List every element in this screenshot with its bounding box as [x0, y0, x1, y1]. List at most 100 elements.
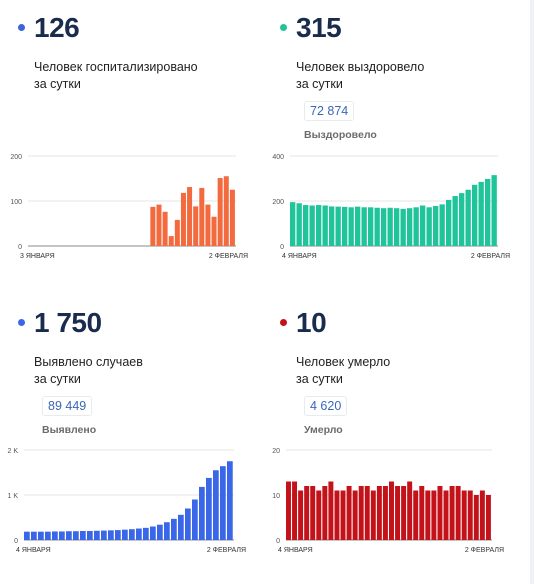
cases-bar [185, 508, 191, 540]
recovered-bar [459, 193, 465, 247]
recovered-bar [303, 205, 309, 246]
deaths-caption: Человек умерло за сутки [296, 354, 390, 388]
cases-y-tick-label: 1 K [7, 493, 18, 500]
deaths-bar [304, 486, 310, 540]
hospitalized-bar [156, 204, 162, 246]
recovered-bar [413, 207, 419, 246]
recovered-y-tick-label: 0 [280, 244, 284, 251]
deaths-y-tick-label: 0 [276, 538, 280, 545]
cases-bar [122, 529, 128, 540]
deaths-bar [382, 486, 388, 540]
cases-panel: 1 750 Выявлено случаев за сутки 89 449 В… [18, 305, 258, 555]
recovered-bar [355, 206, 361, 247]
deaths-bar [322, 486, 328, 540]
deaths-bar [370, 490, 376, 540]
deaths-bar [467, 490, 473, 540]
deaths-bar [485, 495, 491, 540]
hospitalized-bar [168, 236, 174, 246]
deaths-bar [376, 486, 382, 540]
recovered-caption-line2: за сутки [296, 77, 343, 91]
cases-bar [213, 470, 219, 540]
recovered-bar [329, 206, 335, 246]
hospitalized-y-tick-label: 200 [10, 154, 22, 161]
deaths-bar [479, 490, 485, 540]
hospitalized-chart: 0 100 200 3 ЯНВАРЯ 2 ФЕВРАЛЯ [10, 154, 248, 260]
deaths-bar [298, 490, 304, 540]
cases-bar [24, 531, 30, 540]
cases-chart: 0 1 K 2 K 4 ЯНВАРЯ 2 ФЕВРАЛЯ [7, 448, 246, 554]
recovered-y-tick-label: 200 [272, 199, 284, 206]
cases-bar [171, 518, 177, 540]
hospitalized-bar [211, 216, 217, 246]
recovered-bar [452, 196, 458, 246]
recovered-bar [433, 205, 439, 246]
cases-bar [59, 531, 65, 540]
deaths-bar [407, 481, 413, 540]
cases-bar [66, 531, 72, 540]
cases-bar [178, 514, 184, 540]
hospitalized-bar [217, 178, 223, 246]
recovered-bar [296, 203, 302, 246]
recovered-caption-line1: Человек выздоровело [296, 60, 425, 74]
cases-bar [73, 531, 79, 540]
cases-bar [101, 530, 107, 540]
hospitalized-bar [193, 206, 199, 246]
hospitalized-bar [205, 204, 211, 246]
cases-bar [199, 486, 205, 540]
deaths-caption-line2: за сутки [296, 372, 343, 386]
recovered-total: 72 874 [304, 101, 355, 121]
hospitalized-bar [150, 206, 156, 246]
cases-bar [227, 461, 233, 540]
cases-bar [143, 527, 149, 540]
cases-bar [136, 528, 142, 540]
recovered-dot [280, 24, 287, 31]
recovered-bar [374, 207, 380, 246]
hospitalized-bar [180, 192, 186, 246]
cases-bar [192, 499, 198, 540]
recovered-bar [322, 205, 328, 246]
deaths-value: 10 [296, 307, 327, 338]
deaths-dot [280, 319, 287, 326]
deaths-x-tick-label-end: 2 ФЕВРАЛЯ [465, 547, 504, 554]
hospitalized-bar [174, 219, 180, 246]
cases-bar [45, 531, 51, 540]
deaths-y-tick-label: 20 [272, 448, 280, 455]
recovered-caption: Человек выздоровело за сутки [296, 59, 424, 93]
cases-bar [150, 526, 156, 540]
cases-caption-line1: Выявлено случаев [34, 355, 143, 369]
recovered-bar [439, 204, 445, 247]
cases-y-tick-label: 0 [14, 538, 18, 545]
hospitalized-bar [162, 211, 168, 246]
deaths-bar [437, 486, 443, 540]
recovered-total-label: Выздоровело [304, 129, 377, 141]
cases-dot [18, 319, 25, 326]
deaths-bar [340, 490, 346, 540]
cases-bar [87, 531, 93, 540]
recovered-x-tick-label-end: 2 ФЕВРАЛЯ [471, 253, 510, 260]
recovered-bar [387, 207, 393, 246]
recovered-bar [400, 208, 406, 247]
cases-bar [157, 524, 163, 540]
cases-bar [94, 530, 100, 540]
deaths-bar [364, 486, 370, 540]
hospitalized-bar [187, 187, 193, 246]
cases-x-tick-label-end: 2 ФЕВРАЛЯ [207, 547, 246, 554]
recovered-bar [361, 207, 367, 246]
recovered-bar [335, 206, 341, 247]
recovered-bar [485, 178, 491, 246]
cases-bar [38, 531, 44, 540]
recovered-bar [472, 184, 478, 246]
hospitalized-x-tick-label-start: 3 ЯНВАРЯ [20, 253, 55, 260]
deaths-bar [310, 486, 316, 540]
deaths-bar [413, 490, 419, 540]
cases-bar [31, 531, 37, 540]
recovered-bar [420, 205, 426, 246]
cases-bar [115, 530, 121, 540]
cases-bar [80, 531, 86, 540]
deaths-chart: 0 10 20 4 ЯНВАРЯ 2 ФЕВРАЛЯ [272, 448, 504, 554]
hospitalized-x-tick-label-end: 2 ФЕВРАЛЯ [209, 253, 248, 260]
deaths-bar [431, 490, 437, 540]
hospitalized-caption-line2: за сутки [34, 77, 81, 91]
deaths-bar [449, 486, 455, 540]
recovered-bar [309, 205, 315, 246]
